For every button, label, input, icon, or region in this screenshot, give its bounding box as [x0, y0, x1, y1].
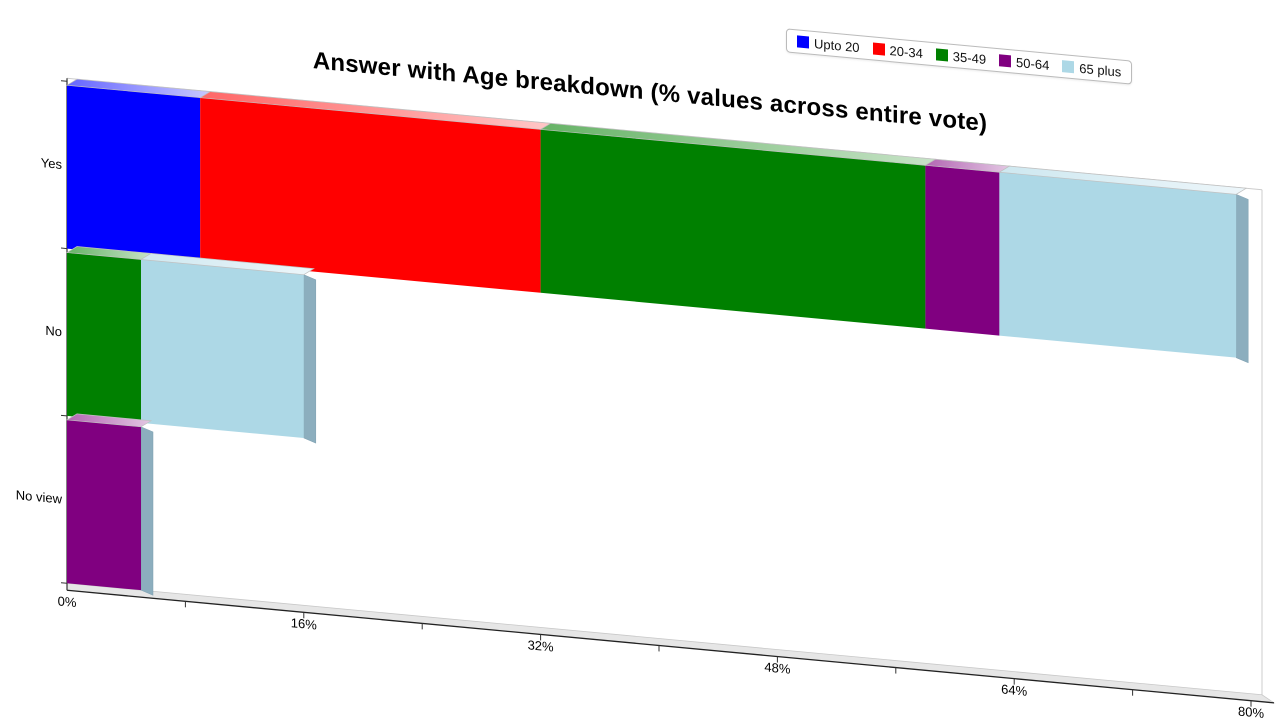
x-tick-label: 48% [764, 659, 790, 676]
bar-side-No view [140, 426, 154, 596]
x-tick-label: 80% [1238, 704, 1264, 720]
legend-item-65-plus[interactable]: 65 plus [1062, 59, 1121, 79]
floor-band [66, 582, 1276, 704]
legend: Upto 20 20-34 35-49 50-64 65 plus [786, 28, 1133, 85]
bar-segment-Yes-20-34[interactable] [200, 97, 541, 293]
x-axis-line [67, 589, 1274, 704]
bar-segment-Yes-65 plus[interactable] [999, 172, 1237, 358]
y-axis-tick [61, 582, 67, 584]
legend-item-upto-20[interactable]: Upto 20 [797, 34, 860, 55]
bar-top-face-No view-50-64 [65, 413, 153, 428]
legend-item-50-64[interactable]: 50-64 [999, 53, 1050, 73]
x-tick-label: 0% [58, 593, 77, 610]
x-tick-label: 64% [1001, 681, 1027, 698]
legend-swatch-icon [999, 54, 1012, 68]
bar-segment-Yes-Upto 20[interactable] [67, 85, 201, 262]
y-category-label: No view [16, 487, 63, 506]
legend-swatch-icon [797, 35, 809, 49]
bar-segment-No-35-49[interactable] [67, 252, 141, 423]
y-category-label: No [45, 323, 62, 340]
x-tick-label: 32% [528, 637, 554, 654]
legend-label: Upto 20 [814, 35, 860, 55]
x-tick-label: 16% [291, 615, 317, 632]
y-category-label: Yes [41, 155, 63, 172]
legend-label: 20-34 [889, 42, 923, 61]
bar-side-Yes [1235, 193, 1249, 364]
legend-item-20-34[interactable]: 20-34 [872, 41, 923, 61]
legend-item-35-49[interactable]: 35-49 [935, 47, 987, 67]
y-axis-tick [61, 247, 67, 250]
bar-segment-No view-50-64[interactable] [67, 419, 141, 591]
y-axis-tick [61, 80, 67, 82]
legend-label: 50-64 [1016, 54, 1050, 73]
legend-swatch-icon [1062, 60, 1075, 74]
legend-swatch-icon [935, 48, 948, 62]
bar-top-face-No-65 plus [139, 253, 315, 276]
bar-side-No [303, 274, 317, 444]
bar-top-face-Yes-65 plus [998, 165, 1248, 195]
bar-segment-Yes-35-49[interactable] [540, 129, 926, 329]
bar-segment-Yes-50-64[interactable] [925, 165, 1000, 336]
legend-label: 35-49 [952, 48, 987, 67]
y-axis-tick [61, 414, 67, 417]
legend-label: 65 plus [1079, 60, 1122, 80]
legend-swatch-icon [872, 42, 885, 56]
bar-segment-No-65 plus[interactable] [141, 259, 304, 439]
